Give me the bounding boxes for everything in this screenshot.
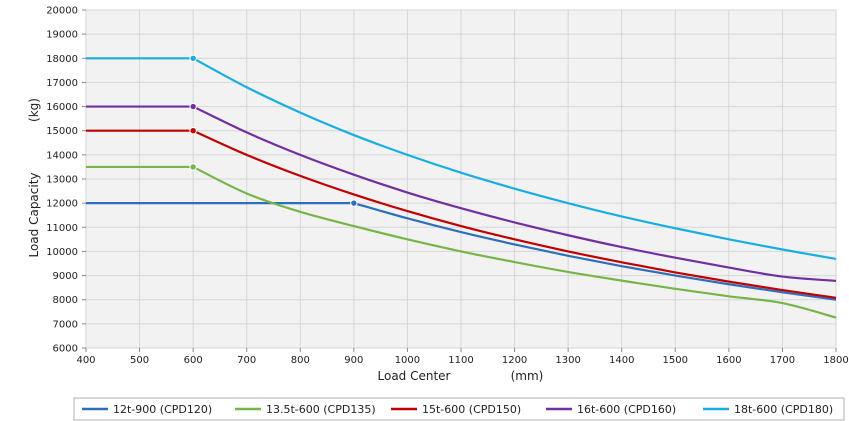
y-tick-label: 10000 [46, 247, 78, 258]
y-tick-label: 12000 [46, 199, 78, 210]
y-tick-label: 14000 [46, 150, 78, 161]
legend-label-4: 18t-600 (CPD180) [734, 403, 833, 416]
x-tick-label: 600 [184, 355, 203, 366]
series-layer [86, 57, 837, 319]
legend-label-1: 13.5t-600 (CPD135) [266, 403, 376, 416]
legend-box [73, 397, 845, 421]
x-tick-label: 1600 [716, 355, 741, 366]
x-axis-title: Load Center [378, 369, 451, 383]
series-knee-point-2 [189, 127, 197, 135]
y-tick-label: 6000 [53, 344, 78, 355]
grid [85, 9, 837, 349]
series-line-1 [86, 165, 837, 319]
legend-label-0: 12t-900 (CPD120) [113, 403, 212, 416]
x-tick-label: 1200 [502, 355, 527, 366]
series-line-0 [86, 202, 837, 301]
x-tick-label: 1100 [448, 355, 473, 366]
y-tick-label: 20000 [46, 6, 78, 17]
x-tick-label: 1000 [395, 355, 420, 366]
x-tick-label: 500 [130, 355, 149, 366]
x-tick-label: 1300 [555, 355, 580, 366]
x-tick-label: 800 [291, 355, 310, 366]
legend-label-3: 16t-600 (CPD160) [577, 403, 676, 416]
legend: 12t-900 (CPD120) 13.5t-600 (CPD135) 15t-60… [82, 403, 833, 416]
y-axis-unit: (kg) [27, 98, 41, 122]
y-tick-label: 11000 [46, 223, 78, 234]
y-axis-title: Load Capacity [27, 172, 41, 257]
y-tick-label: 15000 [46, 126, 78, 137]
x-tick-label: 1400 [609, 355, 634, 366]
y-tick-label: 17000 [46, 78, 78, 89]
x-tick-label: 900 [344, 355, 363, 366]
y-tick-label: 13000 [46, 175, 78, 186]
markers-layer [189, 54, 358, 207]
series-knee-point-3 [189, 102, 197, 111]
series-line-3 [86, 105, 837, 282]
y-tick-label: 16000 [46, 102, 78, 113]
series-line-2 [86, 129, 837, 299]
x-axis-unit: (mm) [511, 369, 544, 383]
series-knee-point-4 [189, 54, 197, 62]
series-knee-point-0 [350, 199, 358, 207]
x-tick-label: 700 [237, 355, 256, 366]
y-tick-label: 8000 [53, 295, 78, 306]
x-tick-label: 1500 [663, 355, 688, 366]
x-tick-label: 1700 [770, 355, 795, 366]
series-line-4 [86, 57, 837, 260]
x-tick-label: 400 [76, 355, 95, 366]
y-tick-label: 7000 [53, 319, 78, 330]
axes: 6000 7000 8000 9000 10000 11000 12000 13000 1400… [46, 6, 849, 367]
series-knee-point-1 [189, 163, 197, 171]
y-tick-label: 18000 [46, 54, 78, 65]
y-tick-label: 9000 [53, 271, 78, 282]
legend-label-2: 15t-600 (CPD150) [422, 403, 521, 416]
x-tick-label: 1800 [823, 355, 848, 366]
y-tick-label: 19000 [46, 30, 78, 41]
